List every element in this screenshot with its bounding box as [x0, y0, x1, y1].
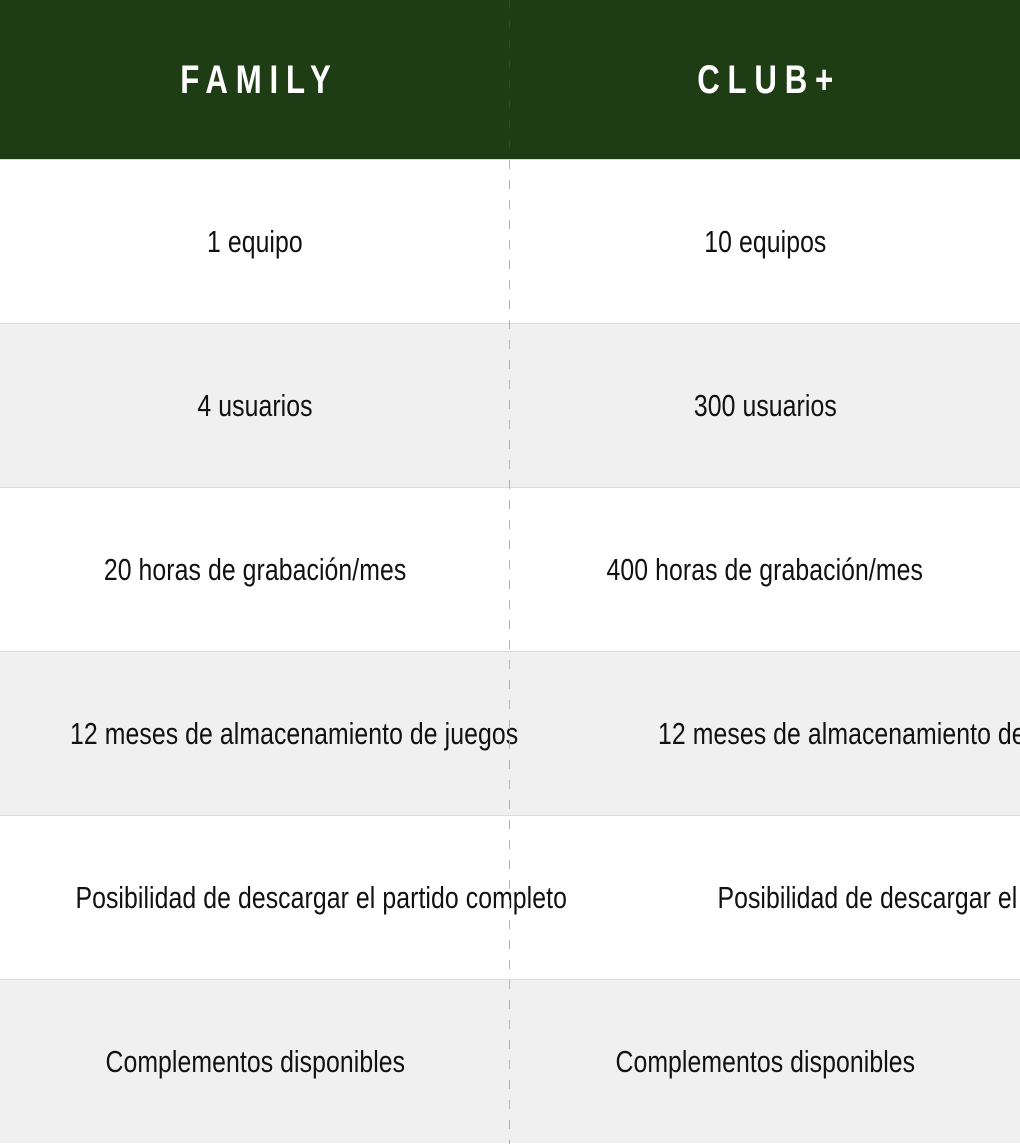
table-row: 4 usuarios 300 usuarios	[0, 323, 1020, 487]
table-row: 20 horas de grabación/mes 400 horas de g…	[0, 487, 1020, 651]
column-header-club-plus: CLUB+	[510, 0, 1020, 159]
column-header-family: FAMILY	[0, 0, 510, 159]
cell-club: 300 usuarios	[510, 324, 1020, 487]
cell-club: 400 horas de grabación/mes	[510, 488, 1020, 651]
cell-club-text: 400 horas de grabación/mes	[606, 551, 924, 587]
table-row: Posibilidad de descargar el partido comp…	[0, 815, 1020, 979]
table-row: Complementos disponibles Complementos di…	[0, 979, 1020, 1143]
column-header-club-plus-label: CLUB+	[696, 57, 841, 102]
table-body: 1 equipo 10 equipos 4 usuarios 300 usuar…	[0, 159, 1020, 1143]
table-row: 12 meses de almacenamiento de juegos 12 …	[0, 651, 1020, 815]
cell-family: 12 meses de almacenamiento de juegos	[0, 652, 588, 815]
cell-club-text: Complementos disponibles	[615, 1043, 915, 1079]
cell-club-text: 12 meses de almacenamiento de juegos	[658, 715, 1020, 751]
table-row: 1 equipo 10 equipos	[0, 159, 1020, 323]
cell-club: Posibilidad de descargar el partido comp…	[642, 816, 1020, 979]
cell-club: 10 equipos	[510, 160, 1020, 323]
cell-club-text: Posibilidad de descargar el partido comp…	[717, 879, 1020, 915]
column-header-family-label: FAMILY	[179, 57, 339, 102]
cell-family: 20 horas de grabación/mes	[0, 488, 510, 651]
cell-family: 4 usuarios	[0, 324, 510, 487]
cell-club: 12 meses de almacenamiento de juegos	[588, 652, 1020, 815]
cell-family-text: 20 horas de grabación/mes	[103, 551, 407, 587]
cell-family: Complementos disponibles	[0, 980, 510, 1143]
table-header-row: FAMILY CLUB+	[0, 0, 1020, 159]
cell-club: Complementos disponibles	[510, 980, 1020, 1143]
cell-family-text: 4 usuarios	[197, 387, 313, 423]
cell-family: Posibilidad de descargar el partido comp…	[0, 816, 642, 979]
cell-family-text: 1 equipo	[207, 223, 303, 259]
cell-club-text: 300 usuarios	[693, 387, 837, 423]
cell-family: 1 equipo	[0, 160, 510, 323]
cell-family-text: Complementos disponibles	[105, 1043, 405, 1079]
cell-family-text: 12 meses de almacenamiento de juegos	[70, 715, 519, 751]
cell-club-text: 10 equipos	[703, 223, 827, 259]
cell-family-text: Posibilidad de descargar el partido comp…	[75, 879, 567, 915]
